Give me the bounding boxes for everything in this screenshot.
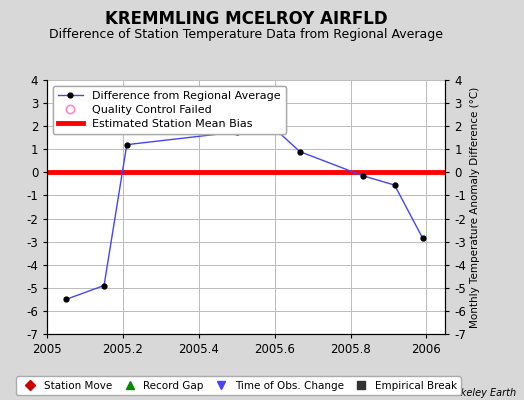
Y-axis label: Monthly Temperature Anomaly Difference (°C): Monthly Temperature Anomaly Difference (…	[471, 86, 481, 328]
Legend: Station Move, Record Gap, Time of Obs. Change, Empirical Break: Station Move, Record Gap, Time of Obs. C…	[16, 376, 461, 395]
Text: KREMMLING MCELROY AIRFLD: KREMMLING MCELROY AIRFLD	[105, 10, 388, 28]
Text: Difference of Station Temperature Data from Regional Average: Difference of Station Temperature Data f…	[49, 28, 443, 41]
Text: Berkeley Earth: Berkeley Earth	[444, 388, 516, 398]
Legend: Difference from Regional Average, Quality Control Failed, Estimated Station Mean: Difference from Regional Average, Qualit…	[53, 86, 286, 134]
